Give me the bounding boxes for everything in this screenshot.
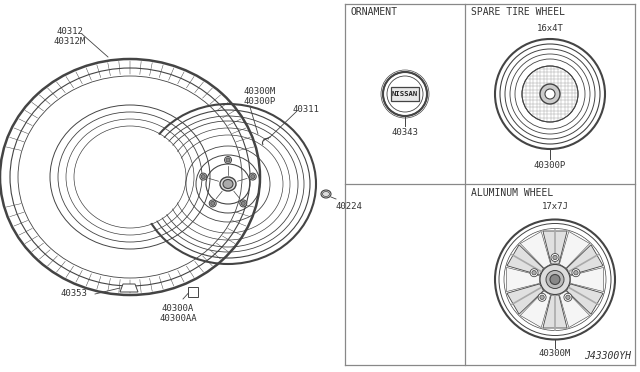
Text: J43300YH: J43300YH [584, 351, 631, 361]
Text: NISSAN: NISSAN [392, 91, 418, 97]
Ellipse shape [220, 177, 236, 191]
Polygon shape [570, 267, 604, 292]
Circle shape [522, 66, 578, 122]
Text: 40300A
40300AA: 40300A 40300AA [159, 304, 197, 323]
Circle shape [211, 201, 214, 205]
Polygon shape [507, 284, 543, 314]
Circle shape [551, 253, 559, 262]
Bar [391, 87, 419, 101]
Circle shape [546, 270, 564, 289]
Circle shape [383, 72, 427, 116]
Text: 40312
40312M: 40312 40312M [54, 27, 86, 46]
Circle shape [530, 269, 538, 277]
Circle shape [209, 200, 216, 207]
Circle shape [564, 293, 572, 301]
Circle shape [540, 264, 570, 295]
Circle shape [240, 200, 247, 207]
Circle shape [573, 270, 578, 275]
Polygon shape [543, 295, 567, 328]
Circle shape [566, 295, 570, 299]
Circle shape [540, 295, 544, 299]
Circle shape [572, 269, 580, 277]
Polygon shape [566, 245, 603, 275]
Circle shape [201, 174, 205, 179]
Ellipse shape [75, 127, 185, 227]
Ellipse shape [321, 190, 331, 198]
Text: ORNAMENT: ORNAMENT [351, 7, 398, 17]
Polygon shape [506, 267, 540, 292]
Circle shape [532, 270, 536, 275]
Polygon shape [520, 291, 550, 328]
Text: 40224: 40224 [336, 202, 363, 211]
Circle shape [387, 76, 423, 112]
Polygon shape [120, 284, 138, 292]
Circle shape [226, 158, 230, 162]
Ellipse shape [223, 180, 233, 189]
Circle shape [545, 89, 555, 99]
Polygon shape [559, 231, 589, 268]
Circle shape [251, 174, 255, 179]
Text: 40311: 40311 [293, 105, 320, 113]
Text: ALUMINUM WHEEL: ALUMINUM WHEEL [471, 188, 553, 198]
Polygon shape [188, 287, 198, 297]
Circle shape [550, 275, 560, 285]
Text: 40353: 40353 [60, 289, 87, 298]
Circle shape [540, 84, 560, 104]
Circle shape [553, 255, 557, 260]
Text: 40343: 40343 [392, 128, 419, 137]
Circle shape [249, 173, 256, 180]
Circle shape [241, 201, 245, 205]
Polygon shape [507, 245, 543, 275]
Text: 17x7J: 17x7J [541, 202, 568, 211]
Circle shape [495, 219, 615, 340]
Text: 40300M
40300P: 40300M 40300P [243, 87, 275, 106]
Polygon shape [543, 231, 567, 264]
Polygon shape [559, 291, 589, 328]
Circle shape [225, 157, 232, 164]
Text: 16x4T: 16x4T [536, 24, 563, 33]
Polygon shape [520, 231, 550, 268]
Circle shape [200, 173, 207, 180]
Text: 40300P: 40300P [534, 161, 566, 170]
Text: SPARE TIRE WHEEL: SPARE TIRE WHEEL [471, 7, 565, 17]
Circle shape [538, 293, 546, 301]
Text: 40300M: 40300M [539, 350, 571, 359]
Polygon shape [566, 284, 603, 314]
